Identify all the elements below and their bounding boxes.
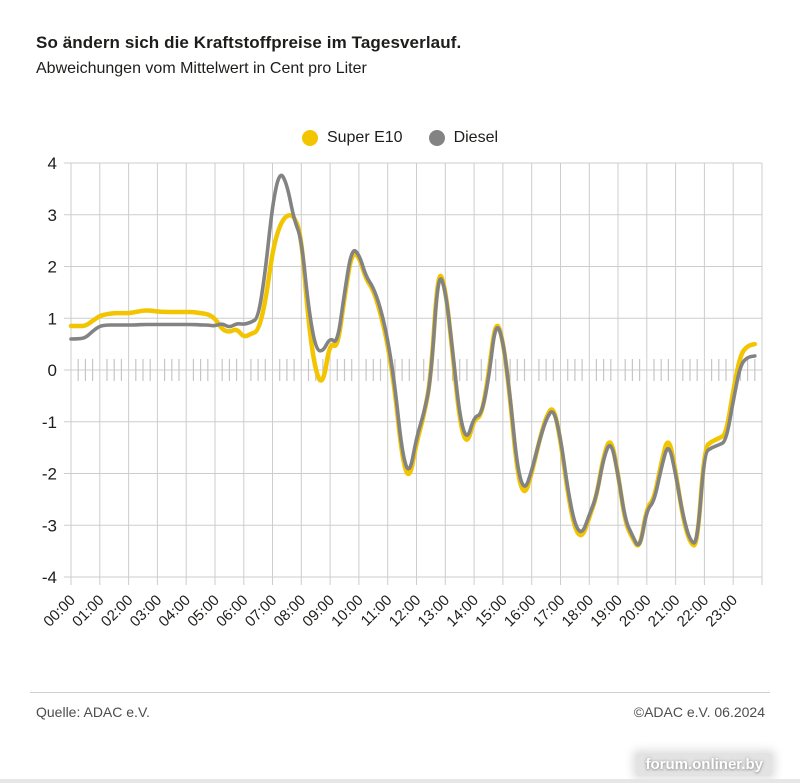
x-tick-label: 19:00: [587, 592, 626, 631]
legend-label-diesel: Diesel: [453, 129, 499, 146]
x-tick-labels: 00:0001:0002:0003:0004:0005:0006:0007:00…: [40, 592, 741, 631]
x-tick-label: 18:00: [559, 592, 598, 631]
x-tick-label: 23:00: [702, 592, 741, 631]
x-tick-label: 06:00: [213, 592, 252, 631]
y-tick-label: -1: [42, 413, 57, 432]
site-watermark: forum.onliner.by: [636, 753, 772, 776]
super-e10-dot-icon: [301, 130, 318, 146]
y-tick-label: 2: [48, 258, 57, 277]
legend-item-super-e10: Super E10: [301, 129, 403, 147]
y-tick-labels: 4 3 2 1 0 -1 -2 -3 -4: [42, 154, 57, 587]
x-tick-label: 02:00: [98, 592, 137, 631]
x-tick-label: 12:00: [386, 592, 425, 631]
y-tick-label: 0: [48, 361, 57, 380]
chart-legend: Super E10 Diesel: [0, 129, 800, 147]
chart-title: So ändern sich die Kraftstoffpreise im T…: [36, 33, 462, 52]
x-tick-label: 01:00: [69, 592, 108, 631]
y-tick-label: 3: [48, 206, 57, 225]
y-tick-label: -4: [42, 568, 57, 587]
x-tick-label: 10:00: [328, 592, 367, 631]
x-tick-label: 07:00: [242, 592, 281, 631]
x-tick-label: 09:00: [299, 592, 338, 631]
x-tick-label: 03:00: [127, 592, 166, 631]
diesel-line: [69, 173, 757, 547]
y-tick-label: -2: [42, 465, 57, 484]
legend-item-diesel: Diesel: [428, 129, 499, 147]
footer-divider: [30, 692, 770, 693]
x-tick-label: 11:00: [358, 592, 396, 630]
y-tick-label: -3: [42, 516, 57, 535]
line-chart: 4 3 2 1 0 -1 -2 -3 -4 00:0001:0002:0003:0004:0005…: [40, 154, 763, 631]
y-gridlines: [64, 162, 762, 578]
x-tick-label: 00:00: [40, 592, 79, 631]
bottom-strip: [0, 779, 800, 783]
y-tick-label: 1: [48, 309, 57, 328]
x-tick-label: 21:00: [645, 592, 684, 631]
x-tick-label: 16:00: [501, 592, 540, 631]
super-e10-line: [68, 213, 758, 548]
chart-subtitle: Abweichungen vom Mittelwert in Cent pro …: [36, 60, 367, 77]
x-tick-label: 14:00: [443, 592, 482, 631]
x-tick-label: 08:00: [271, 592, 310, 631]
diesel-dot-icon: [428, 130, 445, 146]
copyright-note: ©ADAC e.V. 06.2024: [633, 704, 765, 720]
x-tick-label: 13:00: [415, 592, 454, 631]
x-tick-label: 04:00: [155, 592, 194, 631]
x-tick-label: 05:00: [184, 592, 223, 631]
x-tick-label: 17:00: [530, 592, 569, 631]
x-tick-label: 15:00: [472, 592, 511, 631]
y-tick-label: 4: [48, 154, 57, 173]
x-tick-label: 20:00: [616, 592, 655, 631]
x-tick-label: 22:00: [674, 592, 713, 631]
source-note: Quelle: ADAC e.V.: [36, 704, 150, 720]
legend-label-super-e10: Super E10: [326, 129, 403, 146]
x-gridlines: [70, 163, 763, 585]
